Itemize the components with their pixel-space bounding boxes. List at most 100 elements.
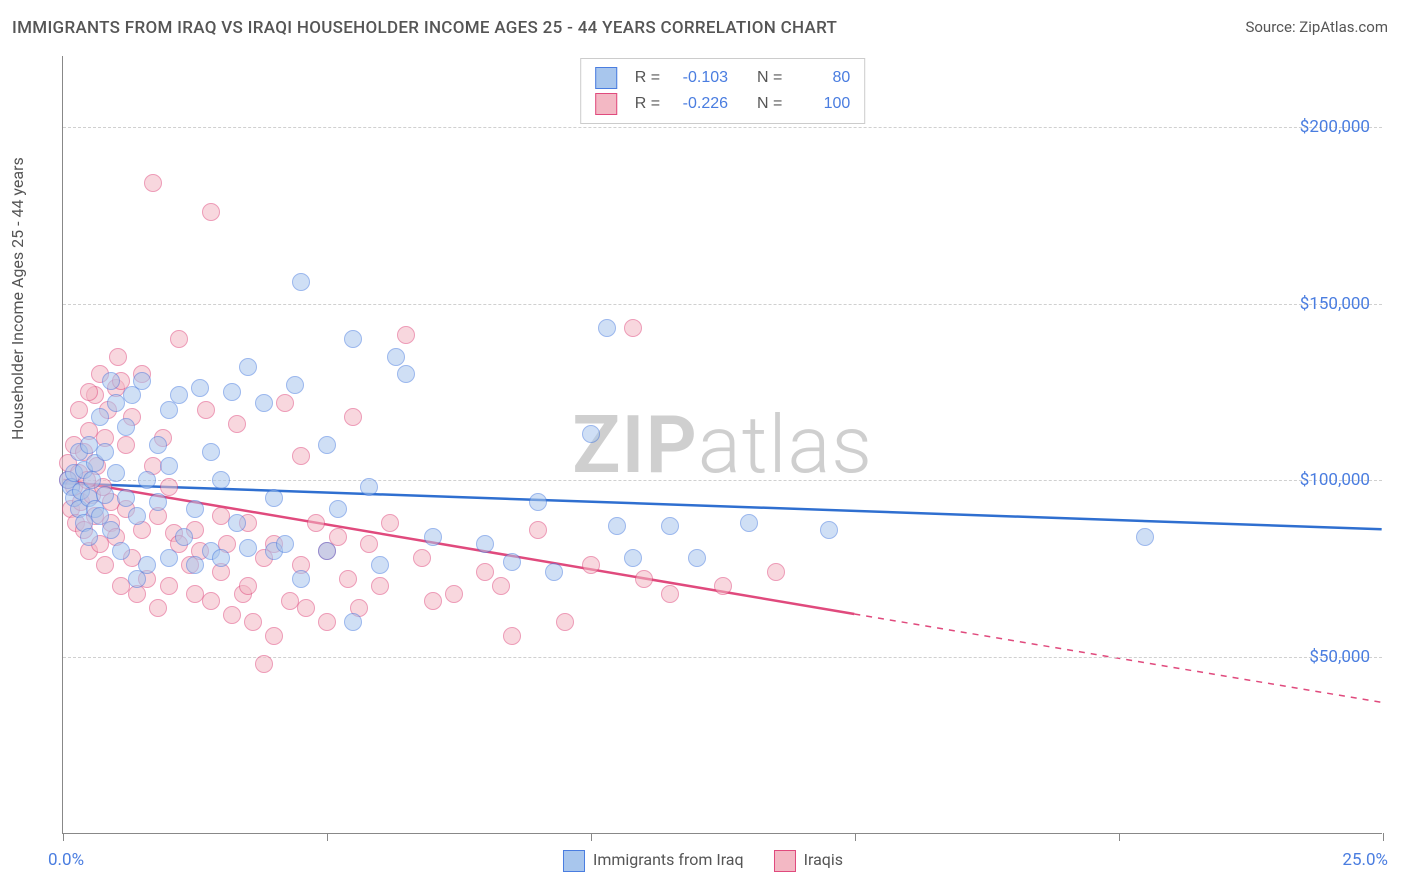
scatter-point-blue	[80, 528, 98, 546]
scatter-point-blue	[624, 549, 642, 567]
scatter-point-blue	[223, 383, 241, 401]
scatter-point-blue	[191, 379, 209, 397]
scatter-point-pink	[371, 577, 389, 595]
y-tick-label: $50,000	[1309, 647, 1370, 667]
scatter-point-blue	[545, 563, 563, 581]
scatter-point-pink	[117, 436, 135, 454]
r-label: R =	[635, 65, 660, 91]
legend-label: Immigrants from Iraq	[593, 850, 744, 869]
x-axis-min-label: 0.0%	[48, 850, 84, 870]
scatter-point-pink	[424, 592, 442, 610]
scatter-point-pink	[413, 549, 431, 567]
scatter-point-blue	[424, 528, 442, 546]
y-tick-label: $200,000	[1300, 117, 1370, 137]
y-tick-label: $150,000	[1300, 294, 1370, 314]
scatter-point-blue	[276, 535, 294, 553]
scatter-point-pink	[202, 592, 220, 610]
x-tick	[855, 833, 856, 841]
scatter-point-blue	[239, 539, 257, 557]
scatter-point-blue	[582, 425, 600, 443]
scatter-point-pink	[492, 577, 510, 595]
scatter-point-pink	[582, 556, 600, 574]
scatter-point-blue	[329, 500, 347, 518]
scatter-point-blue	[128, 507, 146, 525]
scatter-point-blue	[371, 556, 389, 574]
scatter-point-blue	[102, 372, 120, 390]
x-tick	[63, 833, 64, 841]
x-tick	[591, 833, 592, 841]
scatter-point-pink	[360, 535, 378, 553]
r-label: R =	[635, 91, 660, 117]
scatter-point-blue	[360, 478, 378, 496]
scatter-point-blue	[503, 553, 521, 571]
scatter-point-pink	[529, 521, 547, 539]
grid-line	[63, 480, 1382, 481]
scatter-point-blue	[149, 493, 167, 511]
scatter-point-blue	[397, 365, 415, 383]
scatter-point-blue	[292, 273, 310, 291]
scatter-point-pink	[223, 606, 241, 624]
scatter-point-pink	[556, 613, 574, 631]
scatter-point-blue	[117, 489, 135, 507]
scatter-point-blue	[170, 386, 188, 404]
legend-item: Iraqis	[774, 850, 843, 872]
scatter-point-pink	[70, 401, 88, 419]
scatter-point-blue	[175, 528, 193, 546]
scatter-point-blue	[387, 348, 405, 366]
scatter-point-blue	[107, 464, 125, 482]
r-value: -0.103	[670, 65, 728, 91]
source-label: Source: ZipAtlas.com	[1245, 18, 1388, 36]
legend-swatch-icon	[563, 850, 585, 872]
scatter-point-blue	[112, 542, 130, 560]
n-value: 100	[792, 91, 850, 117]
scatter-point-blue	[286, 376, 304, 394]
scatter-point-pink	[661, 585, 679, 603]
n-label: N =	[757, 65, 782, 91]
scatter-point-blue	[96, 486, 114, 504]
scatter-point-pink	[381, 514, 399, 532]
grid-line	[63, 304, 1382, 305]
scatter-point-blue	[212, 471, 230, 489]
scatter-point-blue	[160, 457, 178, 475]
chart-title: IMMIGRANTS FROM IRAQ VS IRAQI HOUSEHOLDE…	[12, 18, 837, 38]
scatter-point-pink	[228, 415, 246, 433]
scatter-point-blue	[186, 556, 204, 574]
trend-line-dash-pink	[854, 614, 1381, 702]
scatter-point-blue	[96, 443, 114, 461]
scatter-point-blue	[186, 500, 204, 518]
correlation-legend-row: R =-0.103 N =80	[595, 65, 851, 91]
x-axis-max-label: 25.0%	[1342, 850, 1388, 870]
scatter-point-blue	[255, 394, 273, 412]
scatter-point-pink	[503, 627, 521, 645]
scatter-point-blue	[318, 436, 336, 454]
legend-swatch-icon	[774, 850, 796, 872]
legend-item: Immigrants from Iraq	[563, 850, 744, 872]
scatter-point-pink	[170, 330, 188, 348]
scatter-point-pink	[244, 613, 262, 631]
scatter-point-blue	[212, 549, 230, 567]
scatter-point-pink	[96, 556, 114, 574]
scatter-point-blue	[344, 330, 362, 348]
scatter-point-pink	[197, 401, 215, 419]
legend-swatch-icon	[595, 67, 617, 89]
chart-plot-area: ZIPatlas R =-0.103 N =80R =-0.226 N =100…	[62, 56, 1382, 834]
scatter-point-pink	[239, 577, 257, 595]
scatter-point-pink	[476, 563, 494, 581]
scatter-point-blue	[133, 372, 151, 390]
scatter-point-blue	[608, 517, 626, 535]
scatter-point-pink	[297, 599, 315, 617]
scatter-point-blue	[344, 613, 362, 631]
x-tick	[1119, 833, 1120, 841]
scatter-point-pink	[202, 203, 220, 221]
y-tick-label: $100,000	[1300, 470, 1370, 490]
scatter-point-pink	[714, 577, 732, 595]
scatter-point-blue	[117, 418, 135, 436]
scatter-point-blue	[318, 542, 336, 560]
scatter-point-pink	[307, 514, 325, 532]
correlation-legend: R =-0.103 N =80R =-0.226 N =100	[580, 58, 866, 124]
scatter-point-pink	[292, 447, 310, 465]
scatter-point-pink	[149, 599, 167, 617]
scatter-point-blue	[476, 535, 494, 553]
scatter-point-pink	[109, 348, 127, 366]
scatter-point-pink	[160, 577, 178, 595]
